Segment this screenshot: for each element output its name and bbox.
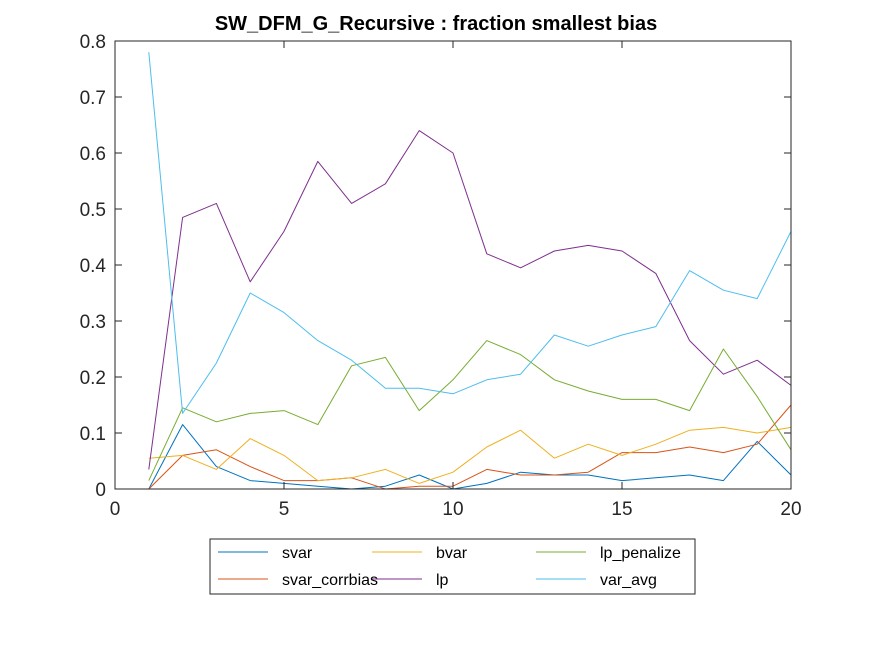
x-tick-label: 10 [442, 499, 463, 520]
legend: svar bvar lp_penalize svar_corrbias lp var_av… [209, 538, 696, 595]
y-tick-label: 0.5 [80, 200, 106, 221]
legend-box [209, 538, 696, 595]
legend-label-svar-corrbias: svar_corrbias [282, 572, 378, 589]
chart-title: SW_DFM_G_Recursive : fraction smallest b… [215, 13, 657, 35]
series-line-svar-corrbias [148, 404, 792, 490]
x-tick-label: 0 [110, 499, 121, 520]
y-tick-label: 0.8 [80, 32, 106, 53]
y-tick-label: 0.6 [80, 144, 106, 165]
series-line-bvar [148, 426, 792, 484]
y-tick-label: 0 [95, 480, 106, 501]
legend-label-var-avg: var_avg [600, 572, 657, 589]
y-tick-label: 0.1 [80, 424, 106, 445]
x-tick-label: 5 [279, 499, 290, 520]
y-tick-label: 0.3 [80, 312, 106, 333]
y-tick-label: 0.7 [80, 88, 106, 109]
series-line-svar [148, 424, 792, 490]
y-tick-label: 0.4 [80, 256, 107, 277]
legend-label-lp: lp [436, 572, 449, 589]
series-line-lp-penalize [148, 340, 792, 481]
x-tick-label: 20 [780, 499, 801, 520]
legend-label-bvar: bvar [436, 545, 468, 562]
plot-area [148, 52, 792, 490]
axes: 0 5 10 15 20 0 0.1 0.2 0.3 0.4 0.5 0.6 0.7 0.8 [80, 32, 802, 520]
y-tick-label: 0.2 [80, 368, 106, 389]
legend-label-svar: svar [282, 545, 313, 562]
legend-label-lp-penalize: lp_penalize [600, 545, 681, 562]
series-line-lp [148, 130, 792, 470]
x-tick-label: 15 [611, 499, 632, 520]
series-line-var-avg [148, 52, 792, 414]
